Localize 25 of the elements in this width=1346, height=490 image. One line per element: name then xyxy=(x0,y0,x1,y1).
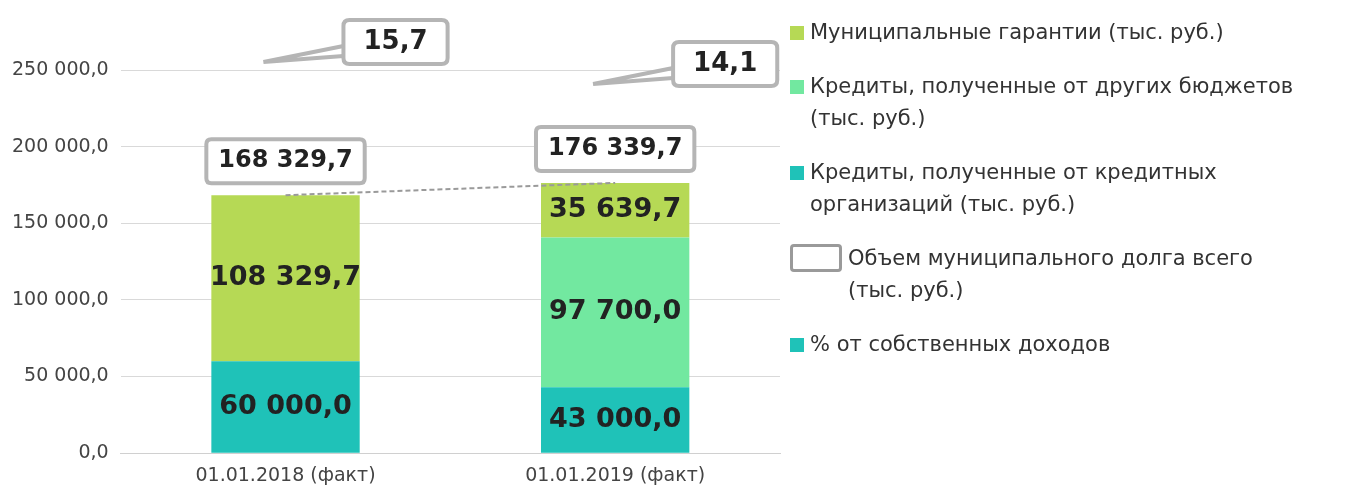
bar xyxy=(211,195,360,362)
data-label: 43 000,0 xyxy=(548,402,682,434)
y-tick-label: 50 000,0 xyxy=(24,363,109,386)
data-label: 108 329,7 xyxy=(209,260,362,292)
y-tick-label: 150 000,0 xyxy=(11,210,109,233)
x-tick-label: 01.01.2018 (факт) xyxy=(195,462,376,485)
legend-label: Кредиты, полученные от других бюджетов (тыс. руб.) xyxy=(810,73,1295,132)
y-tick-label: 200 000,0 xyxy=(11,133,109,156)
legend-label: Муниципальные гарантии (тыс. руб.) xyxy=(810,19,1224,46)
legend-label: Объем муниципального долга всего (тыс. руб.) xyxy=(848,245,1254,304)
x-tick-label: 01.01.2019 (факт) xyxy=(525,462,706,485)
data-label: 35 639,7 xyxy=(548,192,682,224)
data-label: 60 000,0 xyxy=(219,388,352,420)
bar xyxy=(211,361,360,453)
data-label: 97 700,0 xyxy=(548,294,682,326)
y-tick-label: 250 000,0 xyxy=(11,56,109,79)
text: % от собственных доходов xyxy=(810,331,1111,358)
y-tick-label: 0,0 xyxy=(78,440,109,463)
data-label: 168 329,7 xyxy=(218,145,353,174)
bar xyxy=(541,237,690,388)
annotation: 14,1 xyxy=(693,46,758,77)
legend-label: Кредиты, полученные от кредитных организаций (тыс. руб.) xyxy=(810,159,1218,218)
y-tick-label: 100 000,0 xyxy=(11,286,109,309)
text: 15,7 xyxy=(363,24,428,55)
data-label: 176 339,7 xyxy=(547,133,683,162)
